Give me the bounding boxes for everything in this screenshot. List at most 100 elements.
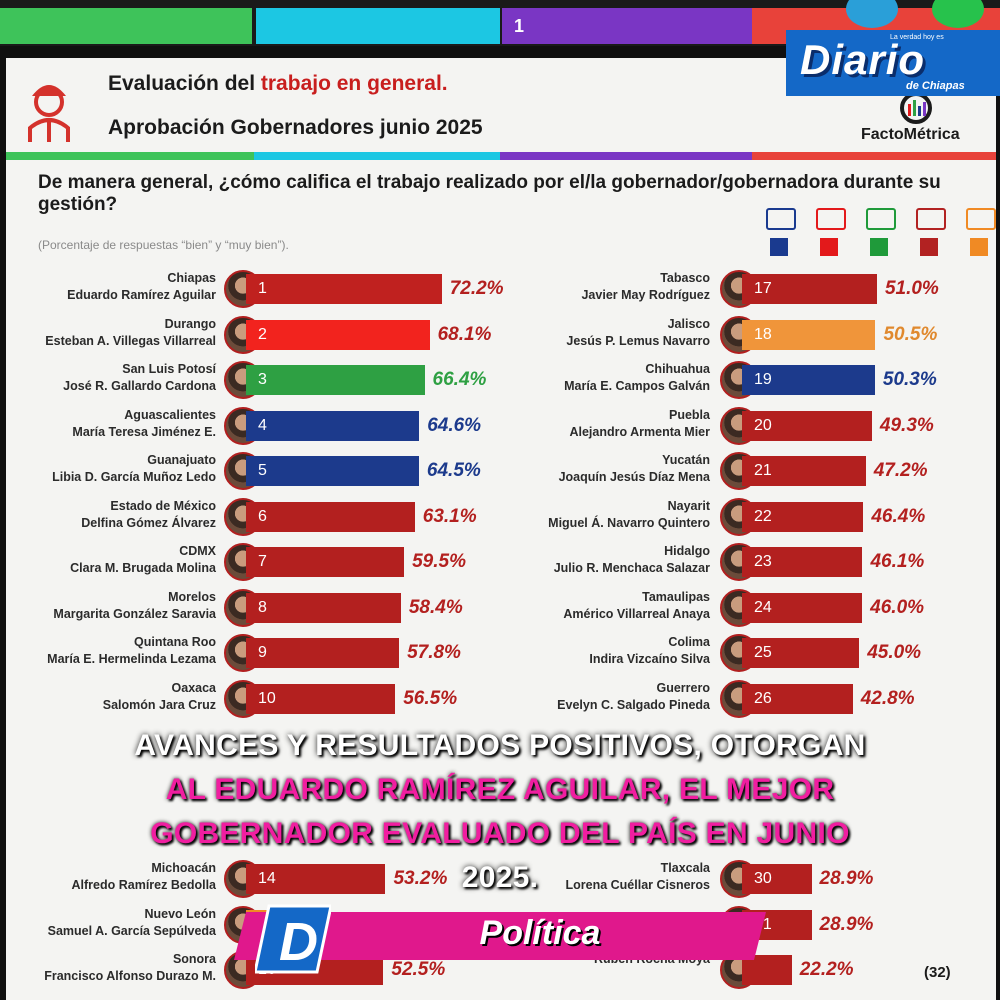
diario-logo-tagline: La verdad hoy es: [890, 34, 944, 41]
governor-name: Margarita González Saravia: [53, 606, 216, 621]
percentage-label: 64.6%: [427, 414, 482, 436]
approval-bar: [742, 683, 853, 714]
governor-name: Joaquín Jesús Díaz Mena: [558, 470, 710, 484]
percentage-label: 28.9%: [819, 868, 874, 889]
approval-bar: [246, 547, 405, 577]
percentage-label: 63.1%: [422, 505, 477, 527]
worker-icon: [28, 85, 70, 142]
approval-bar: [246, 319, 430, 350]
percentage-label: 50.5%: [883, 323, 938, 345]
state-name: Guanajuato: [147, 453, 216, 467]
state-name: Jalisco: [667, 316, 710, 331]
rank-number: 6: [258, 507, 267, 525]
percentage-label: 46.1%: [870, 551, 925, 572]
stripe-red: [752, 152, 996, 160]
governor-name: Evelyn C. Salgado Pineda: [557, 697, 710, 712]
state-name: CDMX: [179, 544, 216, 558]
governor-name: Alejandro Armenta Mier: [569, 424, 710, 439]
category-label[interactable]: Política: [479, 914, 601, 952]
header-title-highlight: trabajo en general.: [260, 72, 448, 95]
approval-bar: [742, 410, 872, 441]
percentage-label: 46.4%: [871, 505, 926, 527]
governor-name: María E. Hermelinda Lezama: [47, 652, 216, 666]
approval-bar: [246, 638, 400, 668]
governor-name: Francisco Alfonso Durazo M.: [44, 969, 216, 983]
party-logo-1: [816, 208, 846, 230]
rank-number: 24: [754, 598, 772, 616]
rank-number: 7: [258, 553, 267, 570]
approval-bar: [246, 592, 401, 623]
rank-number: 1: [258, 280, 267, 297]
headline-line-3: GOBERNADOR EVALUADO DEL PAÍS EN JUNIO: [150, 817, 850, 850]
governor-name: Indira Vizcaíno Silva: [589, 652, 710, 666]
governor-label: Puebla Alejandro Armenta Mier: [510, 407, 710, 441]
governor-name: Delfina Gómez Álvarez: [81, 515, 216, 530]
header-subtitle: Aprobación Gobernadores junio 2025: [108, 116, 483, 139]
governor-label: Yucatán Joaquín Jesús Díaz Mena: [510, 452, 710, 486]
governor-label: Durango Esteban A. Villegas Villarreal: [20, 316, 216, 350]
state-name: Yucatán: [662, 453, 710, 467]
header-title: Evaluación del trabajo en general.: [108, 72, 448, 96]
governor-name: María E. Campos Galván: [564, 379, 710, 393]
rank-number: 25: [754, 644, 772, 661]
rank-number: 9: [258, 644, 267, 661]
governor-name: Lorena Cuéllar Cisneros: [565, 878, 711, 892]
state-name: Quintana Roo: [134, 635, 216, 649]
governor-label: Chiapas Eduardo Ramírez Aguilar: [20, 270, 216, 304]
percentage-label: 42.8%: [860, 687, 915, 709]
rank-number: 5: [258, 462, 267, 479]
rank-number: 3: [258, 371, 267, 388]
state-name: Durango: [164, 316, 216, 331]
percentage-label: 45.0%: [867, 642, 922, 663]
governor-name: Esteban A. Villegas Villarreal: [45, 333, 216, 348]
rank-number: 8: [258, 598, 267, 616]
state-name: San Luis Potosí: [122, 362, 216, 376]
percentage-label: 64.5%: [426, 460, 481, 481]
approval-bar: [742, 864, 812, 894]
rank-number: 22: [754, 507, 772, 525]
rank-number: 2: [258, 325, 267, 343]
badge-letter: D: [279, 912, 318, 972]
percentage-label: 47.2%: [873, 460, 928, 481]
percentage-label: 68.1%: [437, 323, 492, 345]
state-name: Guerrero: [656, 680, 711, 695]
party-color-swatch: [820, 238, 838, 256]
state-name: Chihuahua: [645, 362, 710, 376]
approval-bar: [742, 365, 875, 395]
governor-name: José R. Gallardo Cardona: [63, 379, 216, 393]
rank-number: 21: [754, 462, 772, 479]
rank-number: 30: [754, 870, 772, 887]
rank-number: 23: [754, 553, 772, 570]
headline-line-1: AVANCES Y RESULTADOS POSITIVOS, OTORGAN: [134, 729, 866, 762]
governor-label: Tabasco Javier May Rodríguez: [510, 270, 710, 304]
percentage-label: 49.3%: [879, 414, 934, 436]
footnote: (32): [924, 964, 951, 981]
governor-label: Sonora Francisco Alfonso Durazo M.: [20, 951, 216, 985]
rank-number: 20: [754, 416, 772, 434]
governor-label: Morelos Margarita González Saravia: [20, 589, 216, 623]
percentage-label: 66.4%: [432, 369, 487, 390]
top-segment-purple: 1: [502, 8, 752, 44]
headline-line-4: 2025.: [461, 861, 539, 894]
approval-bar: [742, 501, 864, 532]
governor-label: Tlaxcala Lorena Cuéllar Cisneros: [510, 860, 711, 894]
approval-bar: [742, 955, 792, 985]
percentage-label: 22.2%: [799, 959, 854, 980]
governor-name: Miguel Á. Navarro Quintero: [548, 515, 710, 530]
approval-bar: [246, 683, 396, 714]
party-logo-0: [766, 208, 796, 230]
survey-note: (Porcentaje de respuestas “bien” y “muy …: [38, 238, 289, 252]
governor-label: Tamaulipas Américo Villarreal Anaya: [510, 589, 710, 623]
diario-logo[interactable]: Diario: [800, 36, 926, 83]
governor-label: Aguascalientes María Teresa Jiménez E.: [20, 407, 216, 441]
approval-bar: [246, 274, 442, 304]
stripe-cyan: [254, 152, 500, 160]
governor-name: Samuel A. García Sepúlveda: [47, 923, 216, 938]
stripe-purple: [500, 152, 752, 160]
percentage-label: 58.4%: [408, 596, 463, 618]
state-name: Tabasco: [660, 271, 710, 285]
approval-bar: [246, 456, 419, 486]
governor-label: Jalisco Jesús P. Lemus Navarro: [510, 316, 710, 350]
governor-label: Nayarit Miguel Á. Navarro Quintero: [510, 498, 710, 532]
approval-bar: [246, 864, 386, 894]
